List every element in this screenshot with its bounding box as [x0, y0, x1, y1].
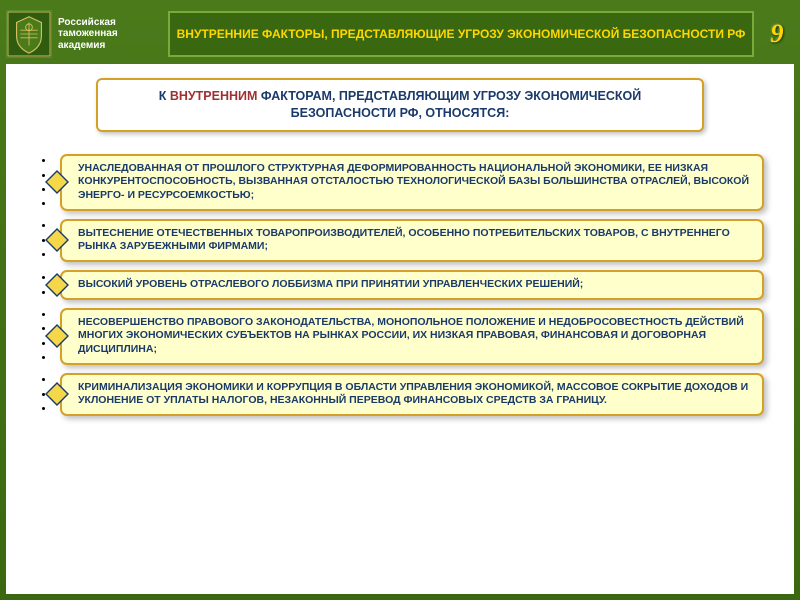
intro-pre: К [159, 89, 170, 103]
intro-box: К ВНУТРЕННИМ ФАКТОРАМ, ПРЕДСТАВЛЯЮЩИМ УГ… [96, 78, 704, 132]
factor-text: НЕСОВЕРШЕНСТВО ПРАВОВОГО ЗАКОНОДАТЕЛЬСТВ… [60, 308, 764, 365]
slide-root: Российская таможенная академия ВНУТРЕННИ… [0, 0, 800, 600]
bullet-dots [36, 373, 50, 416]
slide-title: ВНУТРЕННИЕ ФАКТОРЫ, ПРЕДСТАВЛЯЮЩИЕ УГРОЗ… [168, 11, 754, 57]
factor-text: УНАСЛЕДОВАННАЯ ОТ ПРОШЛОГО СТРУКТУРНАЯ Д… [60, 154, 764, 211]
factor-row: ВЫСОКИЙ УРОВЕНЬ ОТРАСЛЕВОГО ЛОББИЗМА ПРИ… [36, 270, 764, 300]
factor-row: ВЫТЕСНЕНИЕ ОТЕЧЕСТВЕННЫХ ТОВАРОПРОИЗВОДИ… [36, 219, 764, 262]
factor-row: НЕСОВЕРШЕНСТВО ПРАВОВОГО ЗАКОНОДАТЕЛЬСТВ… [36, 308, 764, 365]
slide-number: 9 [760, 19, 794, 49]
intro-highlight: ВНУТРЕННИМ [170, 89, 258, 103]
content: К ВНУТРЕННИМ ФАКТОРАМ, ПРЕДСТАВЛЯЮЩИМ УГ… [6, 64, 794, 594]
factor-text: ВЫСОКИЙ УРОВЕНЬ ОТРАСЛЕВОГО ЛОББИЗМА ПРИ… [60, 270, 764, 300]
factor-text: ВЫТЕСНЕНИЕ ОТЕЧЕСТВЕННЫХ ТОВАРОПРОИЗВОДИ… [60, 219, 764, 262]
factor-row: УНАСЛЕДОВАННАЯ ОТ ПРОШЛОГО СТРУКТУРНАЯ Д… [36, 154, 764, 211]
org-label: Российская таможенная академия [58, 17, 162, 52]
intro-post: ФАКТОРАМ, ПРЕДСТАВЛЯЮЩИМ УГРОЗУ ЭКОНОМИЧ… [257, 89, 641, 120]
bullet-dots [36, 219, 50, 262]
bullet-dots [36, 308, 50, 365]
bullet-dots [36, 270, 50, 300]
header: Российская таможенная академия ВНУТРЕННИ… [6, 6, 794, 62]
bullet-dots [36, 154, 50, 211]
factor-text: КРИМИНАЛИЗАЦИЯ ЭКОНОМИКИ И КОРРУПЦИЯ В О… [60, 373, 764, 416]
customs-emblem-icon [6, 10, 52, 58]
factor-row: КРИМИНАЛИЗАЦИЯ ЭКОНОМИКИ И КОРРУПЦИЯ В О… [36, 373, 764, 416]
